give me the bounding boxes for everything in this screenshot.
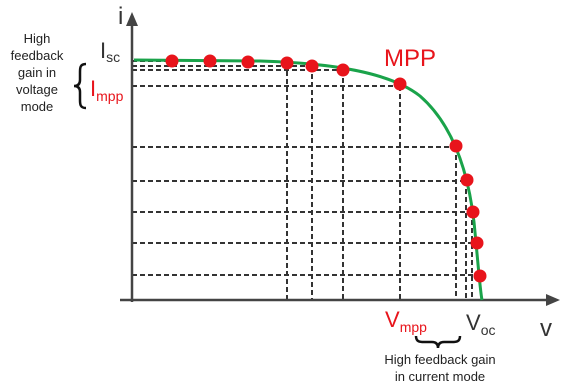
note-line: High feedback gain bbox=[384, 352, 496, 367]
vmpp-label: Vmpp bbox=[385, 307, 427, 335]
impp-label: Impp bbox=[90, 76, 124, 104]
note-line: in current mode bbox=[394, 369, 486, 384]
axes bbox=[120, 12, 560, 306]
x-axis-label: v bbox=[540, 315, 552, 342]
note-line: mode bbox=[20, 99, 54, 114]
y-axis-label: i bbox=[118, 3, 123, 30]
operating-point bbox=[280, 56, 294, 70]
operating-point bbox=[470, 236, 484, 250]
voltage-mode-note: High feedback gain in voltage mode bbox=[6, 30, 68, 115]
arrow-up-icon bbox=[126, 12, 138, 26]
operating-point bbox=[165, 54, 179, 68]
operating-points bbox=[165, 54, 487, 283]
voc-label: Voc bbox=[466, 310, 495, 338]
note-line: feedback bbox=[10, 48, 64, 63]
current-mode-note: High feedback gain in current mode bbox=[378, 351, 502, 385]
left-brace-icon bbox=[73, 62, 87, 110]
bottom-brace-icon bbox=[414, 335, 462, 349]
note-line: voltage bbox=[16, 82, 58, 97]
iv-curve bbox=[133, 58, 484, 301]
operating-point bbox=[466, 205, 480, 219]
operating-point bbox=[449, 139, 463, 153]
guide-lines bbox=[132, 60, 478, 300]
operating-point bbox=[241, 55, 255, 69]
operating-point bbox=[305, 59, 319, 73]
note-line: gain in bbox=[17, 65, 57, 80]
operating-point bbox=[473, 269, 487, 283]
arrow-right-icon bbox=[546, 294, 560, 306]
mpp-point bbox=[393, 77, 407, 91]
isc-label: Isc bbox=[100, 38, 120, 65]
operating-point bbox=[460, 173, 474, 187]
operating-point bbox=[203, 54, 217, 68]
mpp-label: MPP bbox=[384, 45, 436, 72]
operating-point bbox=[336, 63, 350, 77]
note-line: High bbox=[23, 31, 51, 46]
